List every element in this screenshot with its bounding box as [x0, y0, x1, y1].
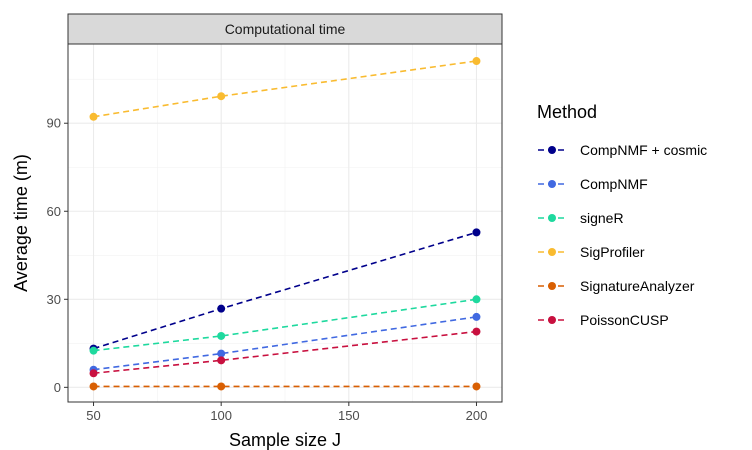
x-axis: 50 100 150 200 [86, 402, 487, 423]
data-point-compnmf [472, 312, 481, 321]
data-point-signer [472, 295, 481, 304]
y-axis-title: Average time (m) [11, 154, 31, 292]
x-tick-label: 200 [466, 408, 488, 423]
legend-label: CompNMF [580, 176, 648, 192]
legend-key [538, 146, 566, 154]
y-tick-label: 30 [47, 292, 61, 307]
legend-key-point [548, 316, 556, 324]
data-point-signer [217, 331, 226, 340]
series-line-signer [93, 298, 477, 352]
plot-border [67, 43, 503, 403]
data-point-signer [89, 346, 98, 355]
data-point-sigprofiler [472, 57, 481, 66]
data-point-compnmf-cosmic [217, 304, 226, 313]
series-layer [89, 57, 481, 391]
legend-key-point [548, 180, 556, 188]
series-line-compnmf [93, 316, 477, 371]
data-point-poissoncusp [472, 327, 481, 336]
legend-title: Method [537, 102, 597, 122]
data-point-compnmf [217, 349, 226, 358]
data-point-signatureanalyzer [472, 382, 481, 391]
series-line-poissoncusp [93, 330, 477, 375]
data-point-compnmf-cosmic [472, 228, 481, 237]
y-tick-label: 90 [47, 116, 61, 131]
legend-key [538, 214, 566, 222]
data-point-poissoncusp [217, 356, 226, 365]
x-tick-label: 150 [338, 408, 360, 423]
legend-label: PoissonCUSP [580, 312, 669, 328]
legend: Method CompNMF + cosmic CompNMF signeR SigP… [537, 102, 707, 328]
legend-label: signeR [580, 210, 624, 226]
legend-key [538, 248, 566, 256]
y-tick-label: 0 [54, 380, 61, 395]
data-point-poissoncusp [89, 369, 98, 378]
legend-key [538, 282, 566, 290]
legend-key [538, 316, 566, 324]
x-tick-label: 100 [210, 408, 232, 423]
chart-title: Computational time [225, 21, 346, 37]
series-line-sigprofiler [93, 60, 477, 118]
y-axis: 0 30 60 90 [47, 116, 68, 395]
data-point-signatureanalyzer [89, 382, 98, 391]
legend-key-point [548, 282, 556, 290]
legend-label: CompNMF + cosmic [580, 142, 707, 158]
data-point-sigprofiler [89, 112, 98, 121]
legend-key-point [548, 214, 556, 222]
legend-key [538, 180, 566, 188]
y-tick-label: 60 [47, 204, 61, 219]
grid [68, 44, 502, 402]
data-point-signatureanalyzer [217, 382, 226, 391]
x-tick-label: 50 [86, 408, 100, 423]
legend-key-point [548, 248, 556, 256]
data-point-sigprofiler [217, 92, 226, 101]
legend-label: SigProfiler [580, 244, 645, 260]
strip-background [67, 13, 503, 45]
x-axis-title: Sample size J [229, 430, 341, 450]
legend-label: SignatureAnalyzer [580, 278, 695, 294]
legend-key-point [548, 146, 556, 154]
